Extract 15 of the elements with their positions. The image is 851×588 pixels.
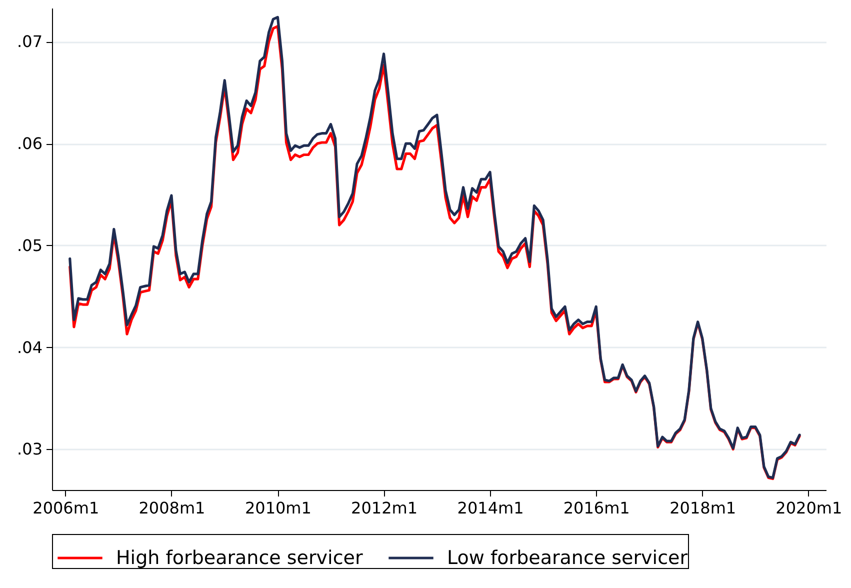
x-tick-label: 2020m1: [776, 498, 842, 518]
legend-label: Low forbearance servicer: [447, 547, 688, 569]
x-tick-label: 2014m1: [457, 498, 524, 518]
x-tick-label: 2016m1: [563, 498, 630, 518]
x-tick-label: 2006m1: [32, 498, 100, 518]
legend-label: High forbearance servicer: [116, 547, 363, 569]
x-tick-label: 2010m1: [244, 498, 312, 518]
x-tick-label: 2012m1: [351, 498, 418, 518]
y-tick-label: .05: [17, 236, 42, 255]
x-tick-label: 2018m1: [670, 498, 736, 518]
y-tick-label: .06: [17, 134, 42, 154]
y-tick-label: .07: [17, 32, 42, 52]
y-tick-label: .04: [17, 338, 42, 357]
x-tick-label: 2008m1: [138, 498, 206, 518]
y-tick-label: .03: [17, 440, 42, 459]
